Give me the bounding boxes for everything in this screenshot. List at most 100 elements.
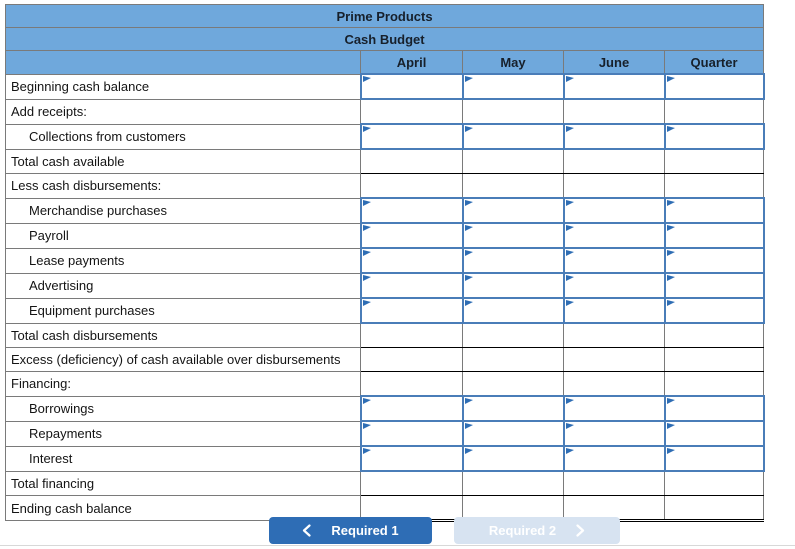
input-cell-april[interactable] [359,420,464,447]
input-cell-quarter[interactable] [663,123,765,150]
input-marker-icon [362,423,371,429]
input-cell-june[interactable] [562,247,666,274]
input-cell-june[interactable] [562,197,666,224]
value-cell-april [360,173,463,199]
table-row: Payroll [5,222,765,249]
input-cell-april[interactable] [359,197,464,224]
table-row: Equipment purchases [5,297,765,324]
required-1-button[interactable]: Required 1 [269,517,432,544]
input-cell-may[interactable] [461,73,565,100]
row-label: Repayments [5,420,361,447]
input-marker-icon [666,398,675,404]
input-cell-june[interactable] [562,272,666,299]
input-marker-icon [362,126,371,132]
row-label: Ending cash balance [5,495,361,521]
value-cell-may [462,322,564,348]
input-marker-icon [362,398,371,404]
value-cell-june [563,347,665,372]
page-bottom-divider [0,545,795,546]
input-cell-quarter[interactable] [663,445,765,472]
input-marker-icon [464,448,473,454]
column-header-june: June [563,50,665,75]
input-cell-april[interactable] [359,445,464,472]
input-marker-icon [666,300,675,306]
value-cell-may [462,148,564,174]
input-cell-quarter[interactable] [663,395,765,422]
input-cell-april[interactable] [359,395,464,422]
row-label: Advertising [5,272,361,299]
input-cell-june[interactable] [562,222,666,249]
table-row: Merchandise purchases [5,197,765,224]
input-cell-june[interactable] [562,420,666,447]
input-cell-april[interactable] [359,73,464,100]
input-marker-icon [464,300,473,306]
input-marker-icon [464,275,473,281]
table-row: Repayments [5,420,765,447]
table-row: Total financing [5,470,765,496]
input-cell-june[interactable] [562,297,666,324]
input-cell-quarter[interactable] [663,247,765,274]
chevron-left-icon [302,524,312,537]
input-marker-icon [565,225,574,231]
input-cell-quarter[interactable] [663,297,765,324]
required-1-label: Required 1 [331,523,399,538]
title-row: Prime Products [4,4,765,28]
input-cell-quarter[interactable] [663,197,765,224]
table-row: Ending cash balance [5,495,765,522]
table-title: Prime Products [4,4,765,28]
input-marker-icon [464,423,473,429]
value-cell-quarter [663,371,765,397]
value-cell-quarter [663,470,765,496]
row-label: Excess (deficiency) of cash available ov… [5,347,361,372]
input-cell-june[interactable] [562,395,666,422]
input-marker-icon [565,448,574,454]
input-cell-april[interactable] [359,297,464,324]
input-cell-quarter[interactable] [663,420,765,447]
input-cell-may[interactable] [461,197,565,224]
table-row: Total cash disbursements [5,322,765,348]
input-cell-june[interactable] [562,73,666,100]
input-cell-may[interactable] [461,395,565,422]
value-cell-may [462,98,564,125]
table-row: Collections from customers [5,123,765,150]
value-cell-june [563,371,665,397]
cash-budget-table: Prime Products Cash Budget April May June Q… [4,4,765,522]
input-cell-quarter[interactable] [663,73,765,100]
row-label: Add receipts: [5,98,361,125]
column-header-april: April [360,50,463,75]
input-cell-june[interactable] [562,445,666,472]
value-cell-april [360,148,463,174]
input-marker-icon [565,250,574,256]
input-cell-may[interactable] [461,420,565,447]
input-cell-quarter[interactable] [663,272,765,299]
value-cell-may [462,371,564,397]
column-header-may: May [462,50,564,75]
input-cell-may[interactable] [461,297,565,324]
value-cell-april [360,470,463,496]
input-cell-may[interactable] [461,247,565,274]
required-2-button[interactable]: Required 2 [454,517,620,544]
input-cell-may[interactable] [461,123,565,150]
input-cell-april[interactable] [359,222,464,249]
table-row: Excess (deficiency) of cash available ov… [5,347,765,372]
value-cell-april [360,347,463,372]
table-row: Financing: [5,371,765,397]
row-label: Payroll [5,222,361,249]
input-marker-icon [666,200,675,206]
value-cell-may [462,347,564,372]
input-cell-may[interactable] [461,222,565,249]
input-marker-icon [362,448,371,454]
input-cell-april[interactable] [359,272,464,299]
input-marker-icon [362,200,371,206]
value-cell-quarter [663,98,765,125]
input-marker-icon [666,225,675,231]
input-cell-april[interactable] [359,123,464,150]
input-marker-icon [666,448,675,454]
input-cell-april[interactable] [359,247,464,274]
input-marker-icon [565,423,574,429]
row-label: Lease payments [5,247,361,274]
input-cell-june[interactable] [562,123,666,150]
input-cell-quarter[interactable] [663,222,765,249]
input-cell-may[interactable] [461,272,565,299]
input-cell-may[interactable] [461,445,565,472]
